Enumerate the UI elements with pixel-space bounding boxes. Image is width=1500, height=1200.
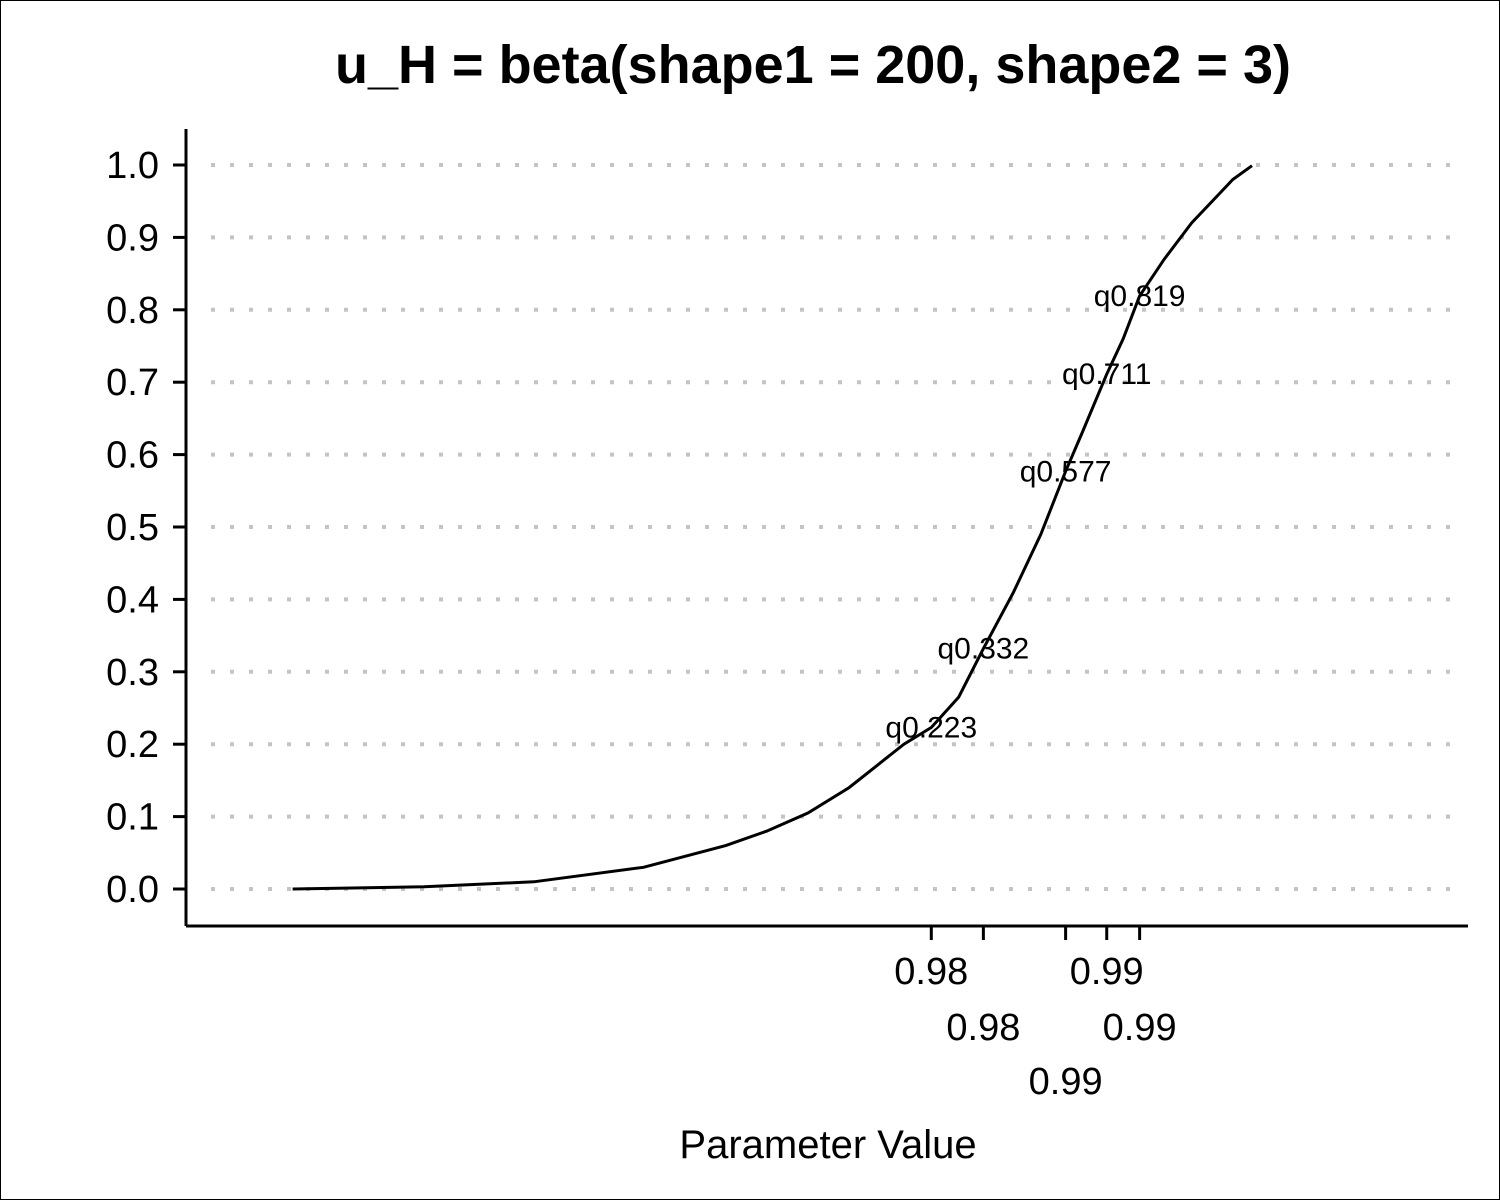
y-tick-label: 0.1 bbox=[106, 797, 159, 839]
x-ticks: 0.980.980.990.990.99 bbox=[894, 926, 1177, 1103]
y-tick-label: 0.6 bbox=[106, 435, 159, 477]
x-tick-label: 0.99 bbox=[1029, 1061, 1103, 1103]
x-tick-label: 0.98 bbox=[946, 1007, 1020, 1049]
quantile-label: q0.577 bbox=[1020, 455, 1112, 488]
y-tick-label: 0.5 bbox=[106, 507, 159, 549]
quantile-label: q0.332 bbox=[937, 633, 1029, 666]
x-tick-label: 0.99 bbox=[1103, 1007, 1177, 1049]
quantile-label: q0.819 bbox=[1094, 280, 1186, 313]
y-tick-label: 0.4 bbox=[106, 579, 159, 621]
y-tick-label: 0.8 bbox=[106, 290, 159, 332]
chart-title: u_H = beta(shape1 = 200, shape2 = 3) bbox=[335, 35, 1291, 95]
y-tick-label: 1.0 bbox=[106, 145, 159, 187]
y-tick-label: 0.0 bbox=[106, 869, 159, 911]
y-ticks: 0.0 0.1 0.2 0.3 0.4 0.5 0.6 0.7 0.8 0.9 1.0 bbox=[106, 145, 186, 911]
gridlines bbox=[211, 163, 1461, 891]
y-tick-label: 0.3 bbox=[106, 652, 159, 694]
y-tick-label: 0.7 bbox=[106, 362, 159, 404]
y-tick-label: 0.2 bbox=[106, 724, 159, 766]
quantile-labels: q0.223 q0.332 q0.577 q0.711 q0.819 bbox=[885, 280, 1185, 745]
x-tick-label: 0.98 bbox=[894, 951, 968, 993]
x-axis-label: Parameter Value bbox=[679, 1123, 976, 1167]
x-tick-label: 0.99 bbox=[1070, 951, 1144, 993]
quantile-label: q0.711 bbox=[1062, 358, 1152, 391]
cdf-line bbox=[292, 164, 1253, 891]
y-tick-label: 0.9 bbox=[106, 217, 159, 259]
quantile-label: q0.223 bbox=[885, 712, 977, 745]
